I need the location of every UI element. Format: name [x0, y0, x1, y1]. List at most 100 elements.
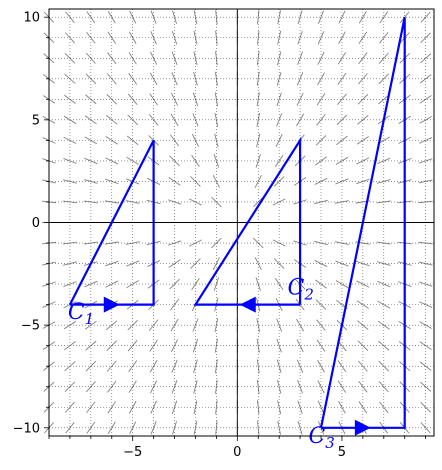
field-segment	[296, 318, 305, 332]
field-segment	[86, 421, 96, 434]
y-tick-label: −10	[13, 421, 40, 436]
field-segment	[214, 318, 219, 333]
field-segment	[274, 154, 284, 167]
field-segment	[150, 51, 158, 65]
field-segment	[377, 157, 391, 165]
field-segment	[215, 30, 218, 45]
field-segment	[356, 178, 370, 185]
curve-label-main: C	[308, 424, 325, 449]
field-segment	[337, 52, 347, 65]
field-segment	[171, 400, 178, 415]
field-segment	[104, 260, 119, 267]
field-segment	[420, 422, 431, 434]
field-segment	[193, 379, 198, 394]
field-segment	[107, 31, 117, 44]
field-segment	[418, 179, 433, 184]
field-segment	[212, 174, 220, 188]
field-segment	[254, 174, 262, 188]
field-segment	[420, 53, 432, 64]
field-segment	[214, 112, 219, 127]
field-segment	[170, 318, 179, 332]
field-segment	[420, 11, 431, 23]
field-segment	[377, 300, 391, 309]
field-segment	[277, 30, 282, 45]
field-segment	[168, 177, 181, 186]
curve-label-sub: 1	[85, 310, 95, 328]
field-segment	[128, 31, 137, 45]
field-segment	[315, 279, 327, 289]
field-segment	[419, 321, 432, 329]
field-segment	[256, 379, 260, 394]
field-segment	[257, 30, 260, 45]
field-segment	[277, 379, 282, 394]
curve-label-main: C	[68, 300, 85, 325]
field-segment	[105, 136, 118, 145]
y-tick-label: 5	[32, 113, 40, 128]
field-segment	[335, 156, 349, 165]
field-segment	[212, 257, 220, 271]
field-segment	[63, 136, 77, 144]
field-segment	[107, 421, 116, 435]
field-segment	[297, 400, 303, 415]
field-segment	[255, 277, 261, 291]
field-segment	[297, 30, 303, 45]
field-segment	[257, 10, 260, 25]
field-segment	[63, 281, 77, 287]
field-segment	[171, 380, 178, 394]
field-segment	[277, 400, 282, 415]
field-segment	[378, 381, 389, 393]
arrow-head	[103, 296, 120, 313]
field-segment	[128, 400, 137, 414]
field-segment	[315, 299, 327, 310]
field-segment	[106, 320, 118, 330]
field-segment	[129, 10, 137, 24]
field-segment	[63, 321, 77, 330]
field-segment	[274, 278, 284, 291]
field-segment	[128, 52, 137, 65]
field-segment	[377, 320, 390, 330]
field-segment	[215, 420, 218, 435]
field-segment	[83, 179, 98, 184]
field-segment	[277, 10, 281, 25]
field-segment	[335, 280, 349, 289]
field-segment	[420, 401, 431, 413]
field-segment	[84, 320, 97, 330]
field-segment	[148, 319, 159, 331]
curve-label-sub: 3	[325, 434, 335, 452]
field-segment	[169, 155, 180, 167]
field-segment	[63, 158, 77, 164]
field-segment	[193, 400, 198, 415]
field-segment	[376, 261, 391, 266]
field-segment	[379, 11, 389, 24]
field-segment	[107, 52, 117, 65]
field-segment	[215, 10, 218, 25]
field-segment	[317, 400, 325, 414]
field-segment	[273, 258, 285, 269]
field-segment	[191, 133, 200, 147]
curve-label: C3	[308, 424, 334, 452]
field-segment	[193, 51, 198, 66]
field-segment	[277, 51, 282, 66]
field-segment	[215, 379, 218, 394]
field-segment	[65, 11, 75, 23]
field-segment	[190, 258, 201, 269]
field-segment	[191, 154, 200, 167]
field-segment	[356, 157, 370, 165]
curve-label: C2	[288, 275, 314, 303]
field-segment	[169, 298, 180, 311]
field-segment	[317, 51, 325, 65]
field-segment	[104, 178, 119, 185]
field-segment	[419, 137, 433, 144]
field-segment	[126, 135, 139, 146]
field-segment	[335, 178, 349, 185]
field-segment	[337, 380, 347, 393]
field-segment	[192, 318, 199, 332]
field-segment	[357, 115, 369, 125]
field-segment	[256, 112, 261, 127]
field-segment	[356, 136, 369, 145]
field-segment	[356, 280, 370, 288]
curve-label-main: C	[288, 275, 305, 300]
field-segment	[193, 30, 198, 45]
field-segment	[315, 135, 327, 146]
